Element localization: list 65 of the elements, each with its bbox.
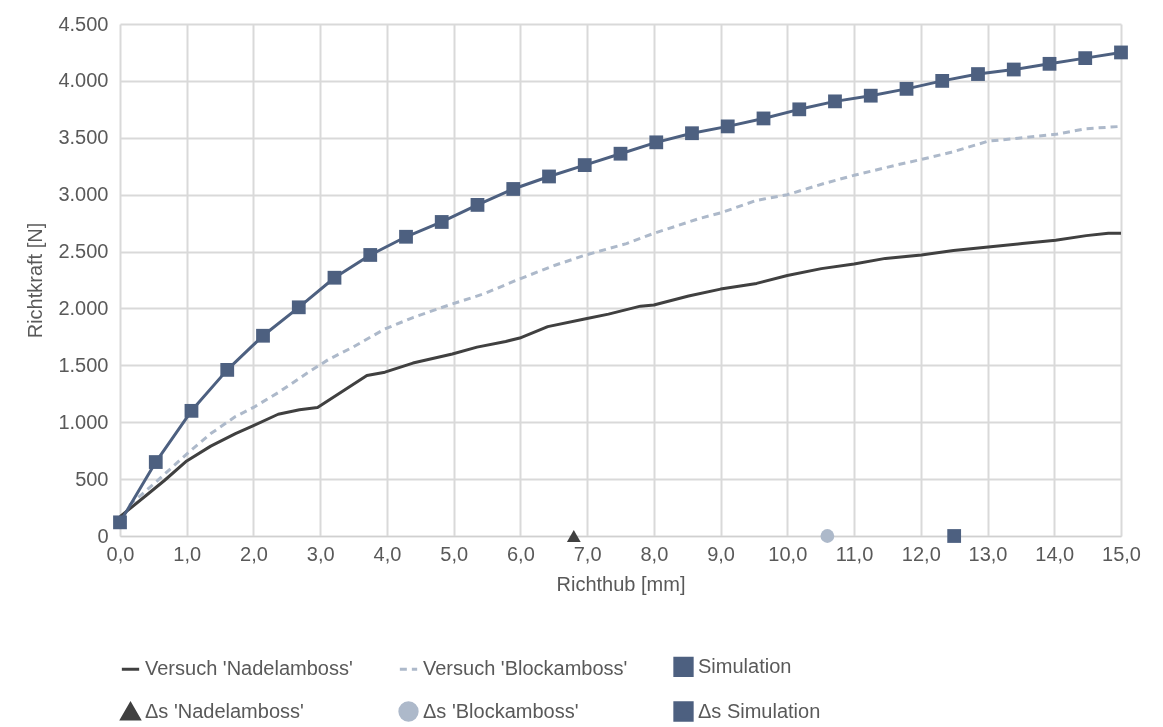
legend-label: Δs 'Blockamboss' [423,699,579,722]
y-tick-label: 4.000 [58,69,109,92]
point [1114,45,1128,60]
y-tick-label: 3.500 [58,126,109,149]
point [971,67,985,81]
point [685,126,699,141]
y-tick-label: 3.000 [58,183,109,206]
x-tick-label: 11,0 [835,542,874,565]
point [399,229,413,244]
x-tick-label: 1,0 [173,542,202,565]
point [434,215,449,229]
point [649,135,664,150]
point [566,530,581,542]
x-tick-label: 7,0 [573,542,602,565]
point [506,182,521,196]
point [184,403,199,418]
point [148,455,163,469]
point [935,74,950,88]
point [113,515,127,530]
point [577,158,592,172]
legend-label: Versuch 'Nadelamboss' [145,657,353,680]
point [291,300,306,315]
y-tick-label: 1.000 [58,410,109,433]
point [220,362,235,377]
x-tick-label: 2,0 [240,542,268,565]
point [470,198,485,212]
point [863,88,878,103]
y-tick-label: 2.000 [58,296,109,319]
x-tick-label: 4,0 [373,542,402,565]
point [1078,51,1093,66]
point [828,94,842,109]
legend-label: Simulation [698,654,792,677]
x-tick-label: 6,0 [506,542,535,565]
point [899,81,914,96]
point [327,270,342,285]
x-tick-label: 8,0 [640,542,669,565]
x-tick-label: 5,0 [440,542,469,565]
x-tick-label: 3,0 [306,542,335,565]
point [363,248,378,262]
point [1006,62,1021,77]
y-axis-title: Richtkraft [N] [24,222,47,339]
x-tick-label: 9,0 [707,542,736,565]
x-tick-label: 13,0 [968,542,1008,565]
point [1042,56,1057,71]
point [542,169,556,184]
point [792,102,807,117]
y-tick-label: 2.500 [58,240,109,263]
legend-label: Δs 'Nadelamboss' [145,699,304,722]
point [613,146,628,161]
point [720,119,735,134]
y-tick-label: 500 [75,467,109,490]
x-axis-title: Richthub [mm] [556,572,686,595]
legend-label: Δs Simulation [698,699,821,722]
point [820,529,835,543]
x-tick-label: 15,0 [1102,542,1141,565]
x-tick-label: 12,0 [901,542,941,565]
x-tick-label: 0,0 [106,542,135,565]
x-tick-label: 10,0 [768,542,808,565]
y-tick-label: 0 [97,524,109,547]
y-tick-label: 4.500 [58,12,109,35]
x-tick-label: 14,0 [1035,542,1075,565]
point [947,529,962,543]
legend-label: Versuch 'Blockamboss' [423,657,628,680]
y-tick-label: 1.500 [58,353,109,376]
point [256,328,270,343]
